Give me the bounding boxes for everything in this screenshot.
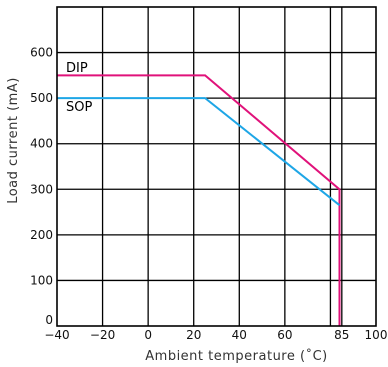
x-tick-label: 20 [186,328,201,342]
y-tick-label: 0 [45,313,53,327]
x-tick-labels: −40 −20 0 20 40 60 85 100 [44,328,387,342]
y-tick-label: 400 [30,137,53,151]
series-line-dip [57,74,341,326]
x-axis-title: Ambient temperature (˚C) [145,348,327,364]
y-tick-labels: 0 100 200 300 400 500 600 [30,46,53,327]
y-axis-title: Load current (mA) [6,77,21,204]
y-tick-label: 300 [30,182,53,196]
series-label-dip: DIP [66,61,88,76]
x-tick-label: 0 [144,328,152,342]
x-tick-label: 85 [334,328,349,342]
x-tick-label: −20 [90,328,115,342]
series-label-sop: SOP [66,100,92,115]
plot-frame [56,6,377,327]
series-lines [57,74,341,326]
series-labels: DIP SOP [66,61,92,115]
x-tick-label: 60 [277,328,292,342]
y-tick-label: 100 [30,273,53,287]
x-tick-label: 100 [365,328,388,342]
y-tick-label: 200 [30,228,53,242]
grid-lines [57,7,376,326]
y-tick-label: 500 [30,91,53,105]
x-tick-label: 40 [232,328,247,342]
x-tick-label: −40 [44,328,69,342]
series-line-sop [57,97,341,206]
y-tick-label: 600 [30,46,53,60]
